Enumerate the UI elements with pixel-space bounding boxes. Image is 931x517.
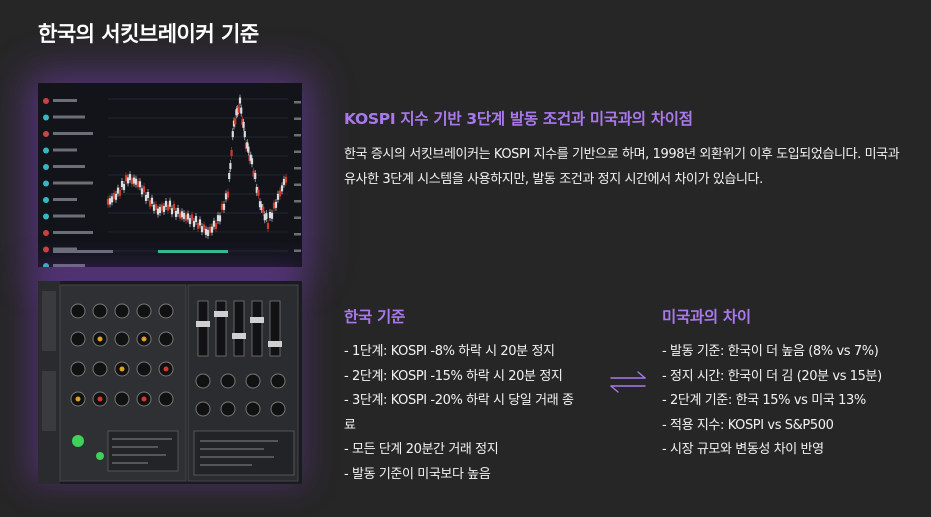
page-title: 한국의 서킷브레이커 기준 [38,22,259,46]
list-item: - 2단계: KOSPI -15% 하락 시 20분 정지 [344,368,563,384]
list-item: - 발동 기준이 미국보다 높음 [344,466,491,482]
list-item: - 1단계: KOSPI -8% 하락 시 20분 정지 [344,344,555,359]
list-item: - 3단계: KOSPI -20% 하락 시 당일 거래 종료 [344,393,574,433]
control-panel-image [38,281,302,484]
difference-heading: 미국과의 차이 [662,308,751,326]
stock-chart-image [38,83,302,267]
difference-list: - 발동 기준: 한국이 더 높음 (8% vs 7%) - 정지 시간: 한국… [662,340,912,463]
swap-arrows-icon [607,369,649,395]
list-item: - 2단계 기준: 한국 15% vs 미국 13% [662,393,866,408]
list-item: - 시장 규모와 변동성 차이 반영 [662,442,824,457]
intro-body: 한국 증시의 서킷브레이커는 KOSPI 지수를 기반으로 하며, 1998년 … [344,147,900,187]
list-item: - 발동 기준: 한국이 더 높음 (8% vs 7%) [662,344,879,359]
intro-heading: KOSPI 지수 기반 3단계 발동 조건과 미국과의 차이점 [344,110,693,128]
list-item: - 모든 단계 20분간 거래 정지 [344,442,499,457]
korea-heading: 한국 기준 [344,308,405,326]
list-item: - 정지 시간: 한국이 더 김 (20분 vs 15분) [662,368,882,384]
korea-criteria-list: - 1단계: KOSPI -8% 하락 시 20분 정지 - 2단계: KOSP… [344,340,584,487]
list-item: - 적용 지수: KOSPI vs S&P500 [662,417,834,433]
